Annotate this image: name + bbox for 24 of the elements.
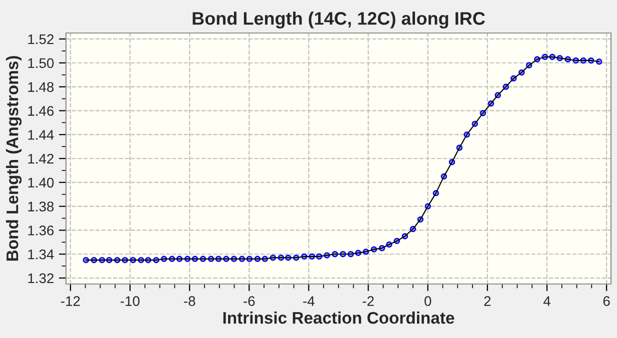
y-tick-label: 1.48 bbox=[28, 82, 54, 92]
x-tick-label: -2 bbox=[362, 296, 374, 306]
y-tick-label: 1.32 bbox=[28, 273, 54, 284]
y-axis-title: Bond Length (Angstroms) bbox=[6, 56, 22, 261]
x-tick-label: 0 bbox=[424, 296, 432, 306]
x-tick-label: 6 bbox=[603, 296, 610, 306]
y-tick-label: 1.44 bbox=[28, 130, 54, 140]
x-tick-label: -6 bbox=[244, 296, 255, 306]
x-tick-label: -8 bbox=[184, 296, 196, 306]
x-tick-label: -12 bbox=[61, 296, 80, 306]
chart-title: Bond Length (14C, 12C) along IRC bbox=[192, 12, 485, 28]
y-tick-label: 1.34 bbox=[28, 249, 54, 260]
y-tick-label: 1.52 bbox=[28, 34, 54, 44]
x-axis-title: Intrinsic Reaction Coordinate bbox=[223, 312, 454, 324]
y-tick-label: 1.42 bbox=[28, 154, 54, 164]
x-tick-label: 2 bbox=[484, 296, 491, 306]
y-tick-label: 1.46 bbox=[28, 106, 54, 116]
y-tick-label: 1.38 bbox=[28, 202, 54, 212]
y-tick-label: 1.50 bbox=[28, 58, 54, 68]
y-tick-label: 1.36 bbox=[28, 226, 54, 236]
x-tick-label: -4 bbox=[303, 296, 314, 306]
x-tick-label: 4 bbox=[543, 296, 550, 306]
x-tick-label: -10 bbox=[120, 296, 140, 306]
y-tick-label: 1.40 bbox=[28, 178, 54, 188]
